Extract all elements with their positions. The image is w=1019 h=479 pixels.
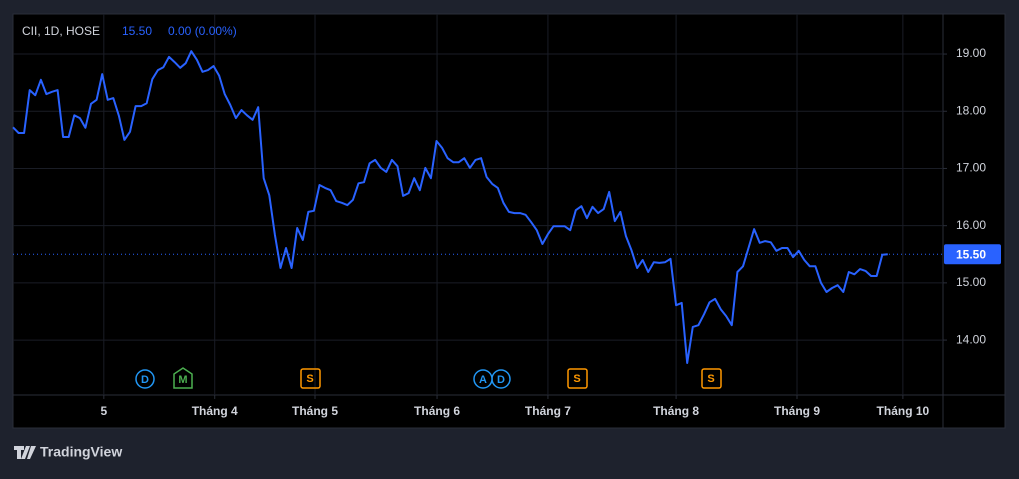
symbol: CII, 1D, HOSE [22, 24, 100, 38]
x-tick-label: Tháng 6 [414, 404, 460, 418]
grid [13, 14, 943, 395]
y-tick-label: 18.00 [956, 103, 986, 117]
panel [12, 13, 1006, 429]
event-label: S [306, 373, 313, 385]
event-label: A [479, 374, 487, 386]
event-icon [135, 369, 155, 389]
x-tick-label: Tháng 9 [774, 404, 820, 418]
event-icon [173, 367, 193, 389]
events: D M S D A S S [135, 367, 722, 389]
event-icon [701, 368, 722, 389]
x-tick-label: Tháng 7 [525, 404, 571, 418]
event-label: D [497, 374, 505, 386]
x-tick-label: 5 [100, 404, 107, 418]
branding[interactable]: TradingView [40, 444, 122, 460]
price: 15.50 [122, 24, 152, 38]
y-tick-label: 19.00 [956, 46, 986, 60]
last-price-tag [944, 244, 1001, 265]
event-icon [473, 369, 493, 389]
event-label: M [178, 374, 187, 386]
price-line [12, 50, 888, 364]
x-tick-label: Tháng 5 [292, 404, 338, 418]
change: 0.00 (0.00%) [168, 24, 237, 38]
x-tick-label: Tháng 8 [653, 404, 699, 418]
x-tick-label: Tháng 4 [192, 404, 238, 418]
event-icon [567, 368, 588, 389]
event-label: D [141, 374, 149, 386]
event-icon [300, 368, 321, 389]
logo [14, 446, 36, 459]
y-tick-label: 16.00 [956, 218, 986, 232]
event-label: S [707, 373, 714, 385]
y-tick-label: 15.00 [956, 275, 986, 289]
y-tick-label: 17.00 [956, 161, 986, 175]
last-price-label: 15.50 [956, 247, 986, 261]
y-tick-label: 14.00 [956, 332, 986, 346]
event-label: S [573, 373, 580, 385]
x-tick-label: Tháng 10 [877, 404, 930, 418]
